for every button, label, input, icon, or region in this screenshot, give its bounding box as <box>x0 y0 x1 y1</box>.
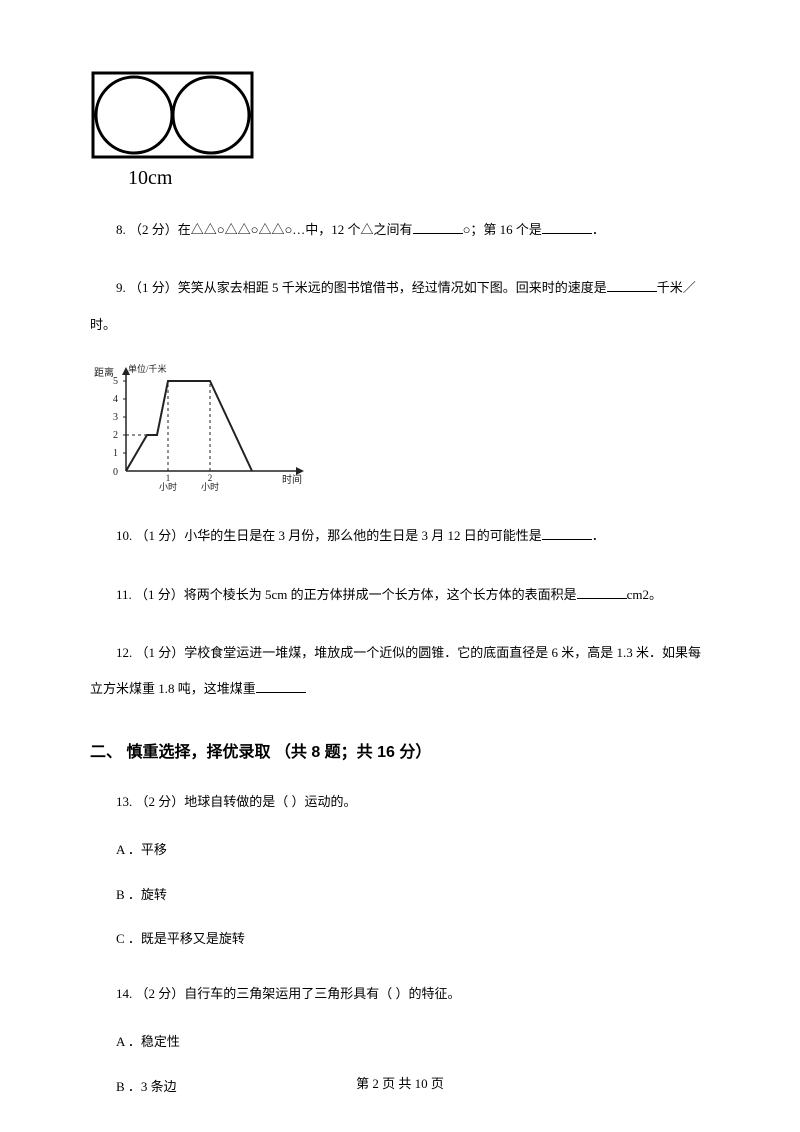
ytick-3: 3 <box>113 412 118 423</box>
q8-text-after: ． <box>592 222 605 237</box>
page-content: 10cm 8. （2 分）在△△○△△○△△○…中，12 个△之间有 ○；第 16… <box>0 0 800 1101</box>
q13-option-a: A ．平移 <box>90 836 710 865</box>
q14-option-a: A ．稳定性 <box>90 1028 710 1057</box>
y-axis-unit: 单位/千米 <box>128 363 167 374</box>
q8-text-before: 8. （2 分）在△△○△△○△△○…中，12 个△之间有 <box>116 222 413 237</box>
two-circles-svg <box>90 70 255 160</box>
q13-option-b: B ．旋转 <box>90 881 710 910</box>
page-footer: 第 2 页 共 10 页 <box>0 1073 800 1092</box>
section-2-title: 二、 慎重选择，择优录取 （共 8 题；共 16 分） <box>90 738 710 762</box>
q11-blank <box>577 585 627 599</box>
distance-time-graph: 0 1 2 3 4 5 距离 单位/千米 时间 1 小时 2 <box>90 361 710 496</box>
q11-text-after: cm2。 <box>627 587 662 602</box>
q8-blank-1 <box>413 220 463 234</box>
q9-text-before: 9. （1 分）笑笑从家去相距 5 千米远的图书馆借书，经过情况如下图。回来时的… <box>116 280 607 295</box>
q10-text-before: 10. （1 分）小华的生日是在 3 月份，那么他的生日是 3 月 12 日的可… <box>116 528 542 543</box>
xtick-1-unit: 小时 <box>159 481 177 491</box>
circles-in-rect-figure: 10cm <box>90 70 710 190</box>
x-axis-label: 时间 <box>282 473 302 486</box>
ytick-2: 2 <box>113 430 118 441</box>
y-axis-label-distance: 距离 <box>94 366 114 379</box>
q12-blank <box>256 679 306 693</box>
ytick-4: 4 <box>113 394 118 405</box>
question-11: 11. （1 分）将两个棱长为 5cm 的正方体拼成一个长方体，这个长方体的表面… <box>90 577 710 613</box>
q11-text-before: 11. （1 分）将两个棱长为 5cm 的正方体拼成一个长方体，这个长方体的表面… <box>116 587 577 602</box>
question-8: 8. （2 分）在△△○△△○△△○…中，12 个△之间有 ○；第 16 个是 ． <box>90 212 710 248</box>
question-9: 9. （1 分）笑笑从家去相距 5 千米远的图书馆借书，经过情况如下图。回来时的… <box>90 270 710 343</box>
ytick-1: 1 <box>113 448 118 459</box>
circles-width-label: 10cm <box>128 167 710 190</box>
question-14-stem: 14. （2 分）自行车的三角架运用了三角形具有（ ）的特征。 <box>90 976 710 1012</box>
q10-blank <box>542 526 592 540</box>
q8-blank-2 <box>542 220 592 234</box>
xtick-2-unit: 小时 <box>201 481 219 491</box>
q10-text-after: ． <box>592 528 605 543</box>
question-10: 10. （1 分）小华的生日是在 3 月份，那么他的生日是 3 月 12 日的可… <box>90 518 710 554</box>
graph-svg: 0 1 2 3 4 5 距离 单位/千米 时间 1 小时 2 <box>90 361 320 491</box>
question-13-stem: 13. （2 分）地球自转做的是（ ）运动的。 <box>90 784 710 820</box>
q13-option-c: C ．既是平移又是旋转 <box>90 925 710 954</box>
ytick-0: 0 <box>113 467 118 478</box>
q9-blank <box>607 278 657 292</box>
q12-text-before: 12. （1 分）学校食堂运进一堆煤，堆放成一个近似的圆锥．它的底面直径是 6 … <box>90 645 701 696</box>
q8-text-mid: ○；第 16 个是 <box>463 222 542 237</box>
question-12: 12. （1 分）学校食堂运进一堆煤，堆放成一个近似的圆锥．它的底面直径是 6 … <box>90 635 710 708</box>
